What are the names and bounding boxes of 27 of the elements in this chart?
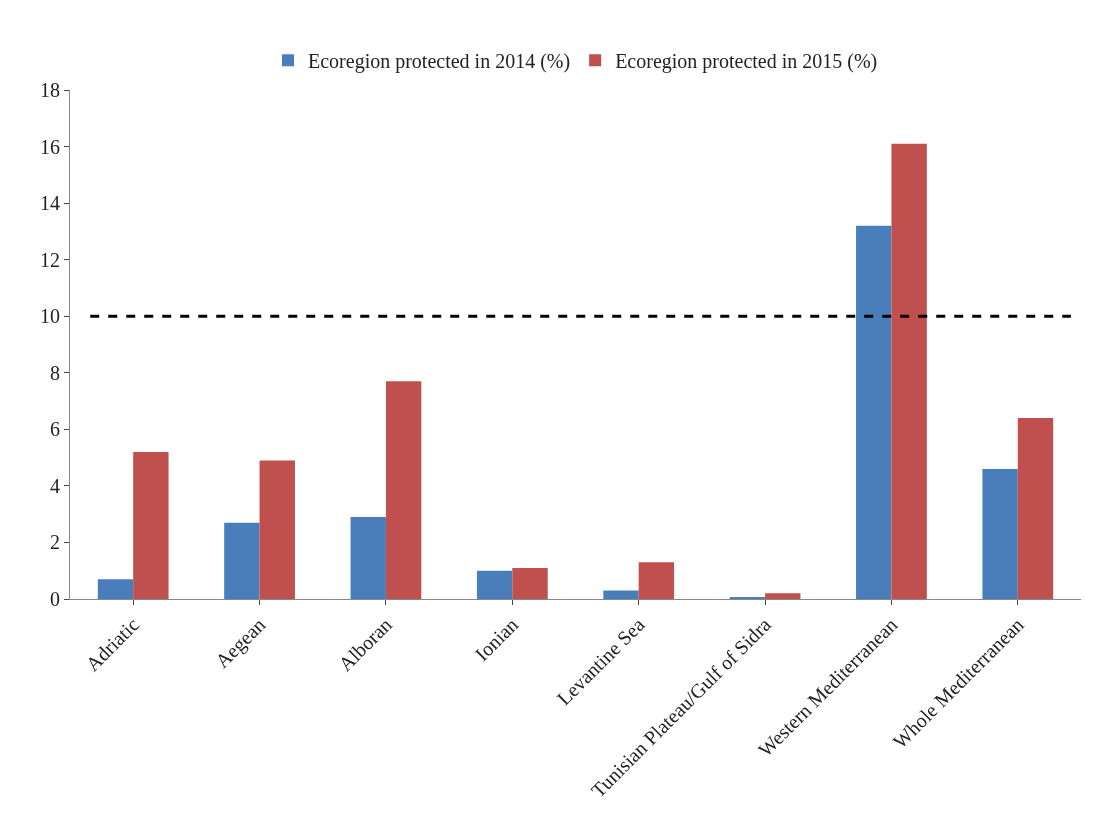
y-tick-label: 2 xyxy=(50,531,60,554)
bar xyxy=(350,516,386,599)
bar xyxy=(856,225,892,599)
bar xyxy=(512,567,548,599)
y-tick-label: 0 xyxy=(50,588,60,610)
bar xyxy=(97,579,134,599)
bar xyxy=(385,381,422,599)
legend-label: Ecoregion protected in 2015 (%) xyxy=(615,50,878,74)
y-tick-label: 6 xyxy=(50,418,60,441)
y-tick-label: 4 xyxy=(50,474,60,497)
y-tick-label: 8 xyxy=(50,361,60,384)
bar xyxy=(765,593,801,599)
legend-label: Ecoregion protected in 2014 (%) xyxy=(308,50,571,74)
y-tick-label: 18 xyxy=(40,79,60,101)
bar xyxy=(982,468,1018,599)
y-tick-label: 16 xyxy=(40,135,60,158)
bar xyxy=(133,451,169,599)
bar xyxy=(259,460,295,599)
y-tick-label: 14 xyxy=(40,192,60,215)
bar xyxy=(224,522,260,599)
y-tick-label: 10 xyxy=(40,305,60,328)
bar xyxy=(638,562,675,599)
y-tick-label: 12 xyxy=(40,248,60,271)
bar xyxy=(1017,418,1054,599)
bar xyxy=(891,143,927,599)
bar xyxy=(603,590,639,599)
bar xyxy=(476,570,513,599)
